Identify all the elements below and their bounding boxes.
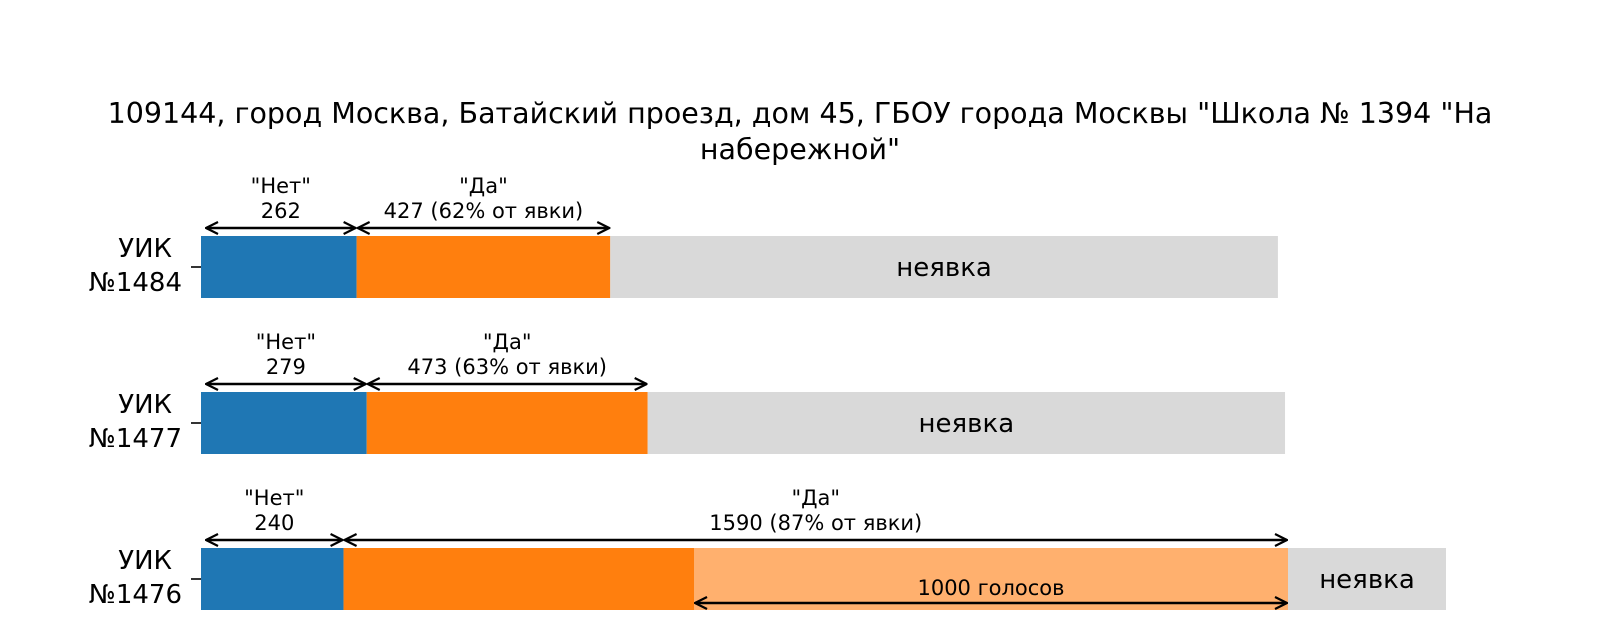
absent-label: неявка (1319, 565, 1415, 595)
chart-title: 109144, город Москва, Батайский проезд, … (107, 97, 1493, 166)
category-label: УИК №1477 (89, 390, 182, 454)
yes-annotation: "Да" 1590 (87% от явки) (709, 486, 922, 535)
yes-annotation: "Да" 473 (63% от явки) (407, 330, 607, 379)
bar-no-2 (201, 392, 367, 454)
bar-yes-2 (366, 392, 648, 454)
category-label: УИК №1484 (89, 234, 182, 298)
absent-label: неявка (919, 409, 1015, 439)
bar-no-1 (201, 236, 357, 298)
category-label: УИК №1476 (89, 546, 182, 610)
no-annotation: "Нет" 279 (256, 330, 316, 379)
bar-absent-2 (647, 392, 1286, 454)
bar-yes-1 (356, 236, 611, 298)
bar-absent-3 (1287, 548, 1446, 610)
highlight-label: 1000 голосов (917, 576, 1064, 600)
yes-annotation: "Да" 427 (62% от явки) (384, 174, 584, 223)
no-annotation: "Нет" 262 (251, 174, 311, 223)
bar-no-3 (201, 548, 344, 610)
absent-label: неявка (896, 253, 992, 283)
bar-absent-1 (610, 236, 1278, 298)
no-annotation: "Нет" 240 (244, 486, 304, 535)
